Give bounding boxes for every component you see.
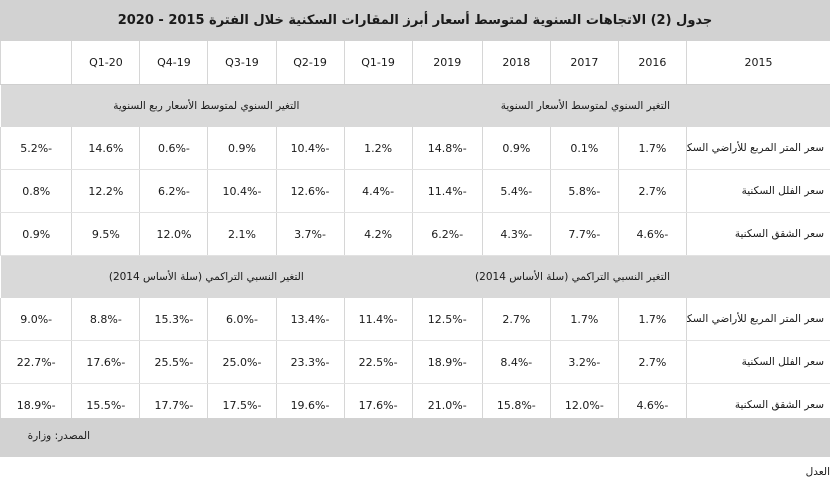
section-heading-cumulative-annual: التغير النسبي التراكمي (سلة الأساس 2014) xyxy=(412,256,830,299)
section-heading-quarterly: التغير السنوي لمتوسط الأسعار ربع السنوية xyxy=(1,85,413,128)
header-row: 2015 2016 2017 2018 2019 19-Q1 19-Q2 19-… xyxy=(1,41,830,85)
table-cell: 12.2% xyxy=(72,170,140,213)
price-trends-table: 2015 2016 2017 2018 2019 19-Q1 19-Q2 19-… xyxy=(0,41,830,427)
table-row: سعر الفلل السكنية 2.7% -5.8% -5.4% -11.4… xyxy=(1,170,830,213)
table-cell: -6.2% xyxy=(412,213,482,256)
column-header: 20-Q1 xyxy=(72,41,140,85)
table-cell: -22.5% xyxy=(344,341,412,384)
table-cell: -11.4% xyxy=(344,298,412,341)
table-cell: -0.6% xyxy=(140,127,208,170)
row-label: سعر المتر المربع للأراضي السكنية xyxy=(686,127,830,170)
table-cell: -12.5% xyxy=(412,298,482,341)
table-cell: -14.8% xyxy=(412,127,482,170)
column-header-empty xyxy=(1,41,72,85)
row-label: سعر الفلل السكنية xyxy=(686,341,830,384)
section-heading-cumulative-quarterly: التغير النسبي التراكمي (سلة الأساس 2014) xyxy=(1,256,413,299)
section-heading-row: التغير السنوي لمتوسط الأسعار السنوية الت… xyxy=(1,85,830,128)
table-cell: -8.4% xyxy=(482,341,550,384)
table-row: سعر الشقق السكنية -4.6% -7.7% -4.3% -6.2… xyxy=(1,213,830,256)
table-cell: -15.3% xyxy=(140,298,208,341)
source-note: المصدر: وزارة العدل xyxy=(0,418,830,457)
table-cell: 1.7% xyxy=(550,298,618,341)
table-cell: -9.0% xyxy=(1,298,72,341)
table-cell: -25.0% xyxy=(208,341,276,384)
table-cell: 14.6% xyxy=(72,127,140,170)
table-cell: -4.6% xyxy=(618,213,686,256)
table-cell: -22.7% xyxy=(1,341,72,384)
table-cell: -8.8% xyxy=(72,298,140,341)
table-cell: -6.2% xyxy=(140,170,208,213)
table-cell: 2.7% xyxy=(618,170,686,213)
table-cell: 0.9% xyxy=(482,127,550,170)
table-cell: -10.4% xyxy=(208,170,276,213)
table-cell: 0.9% xyxy=(1,213,72,256)
table-cell: 9.5% xyxy=(72,213,140,256)
table-cell: -11.4% xyxy=(412,170,482,213)
table-cell: -6.0% xyxy=(208,298,276,341)
table-cell: -3.2% xyxy=(550,341,618,384)
table-row: سعر المتر المربع للأراضي السكنية 1.7% 0.… xyxy=(1,127,830,170)
table-cell: -18.9% xyxy=(412,341,482,384)
table-cell: -23.3% xyxy=(276,341,344,384)
table-row: سعر المتر المربع للأراضي السكنية 1.7% 1.… xyxy=(1,298,830,341)
table-cell: -5.8% xyxy=(550,170,618,213)
row-label: سعر المتر المربع للأراضي السكنية xyxy=(686,298,830,341)
row-label: سعر الفلل السكنية xyxy=(686,170,830,213)
column-header: 2018 xyxy=(482,41,550,85)
table-cell: 0.8% xyxy=(1,170,72,213)
table-cell: 0.9% xyxy=(208,127,276,170)
table-cell: -5.2% xyxy=(1,127,72,170)
column-header: 2019 xyxy=(412,41,482,85)
table-cell: -5.4% xyxy=(482,170,550,213)
table-cell: 2.7% xyxy=(618,341,686,384)
column-header: 19-Q1 xyxy=(344,41,412,85)
column-header: 19-Q3 xyxy=(208,41,276,85)
column-header: 19-Q4 xyxy=(140,41,208,85)
table-cell: -12.6% xyxy=(276,170,344,213)
column-header: 2016 xyxy=(618,41,686,85)
table-cell: 2.7% xyxy=(482,298,550,341)
table-cell: -13.4% xyxy=(276,298,344,341)
table-cell: 4.2% xyxy=(344,213,412,256)
table-title: جدول (2) الاتجاهات السنوية لمتوسط أسعار … xyxy=(0,0,830,41)
section-heading-row: التغير النسبي التراكمي (سلة الأساس 2014)… xyxy=(1,256,830,299)
table-cell: -25.5% xyxy=(140,341,208,384)
row-label: سعر الشقق السكنية xyxy=(686,213,830,256)
table-cell: 12.0% xyxy=(140,213,208,256)
document-page: جدول (2) الاتجاهات السنوية لمتوسط أسعار … xyxy=(0,0,830,457)
column-header: 19-Q2 xyxy=(276,41,344,85)
table-cell: 1.2% xyxy=(344,127,412,170)
source-text: المصدر: وزارة العدل xyxy=(28,430,830,478)
table-cell: 1.7% xyxy=(618,298,686,341)
section-heading-annual: التغير السنوي لمتوسط الأسعار السنوية xyxy=(412,85,830,128)
table-cell: 0.1% xyxy=(550,127,618,170)
table-cell: -17.6% xyxy=(72,341,140,384)
table-cell: -4.4% xyxy=(344,170,412,213)
table-row: سعر الفلل السكنية 2.7% -3.2% -8.4% -18.9… xyxy=(1,341,830,384)
table-cell: -4.3% xyxy=(482,213,550,256)
table-cell: -7.7% xyxy=(550,213,618,256)
column-header: 2015 xyxy=(686,41,830,85)
column-header: 2017 xyxy=(550,41,618,85)
table-cell: -3.7% xyxy=(276,213,344,256)
table-cell: -10.4% xyxy=(276,127,344,170)
table-cell: 1.7% xyxy=(618,127,686,170)
table-cell: 2.1% xyxy=(208,213,276,256)
